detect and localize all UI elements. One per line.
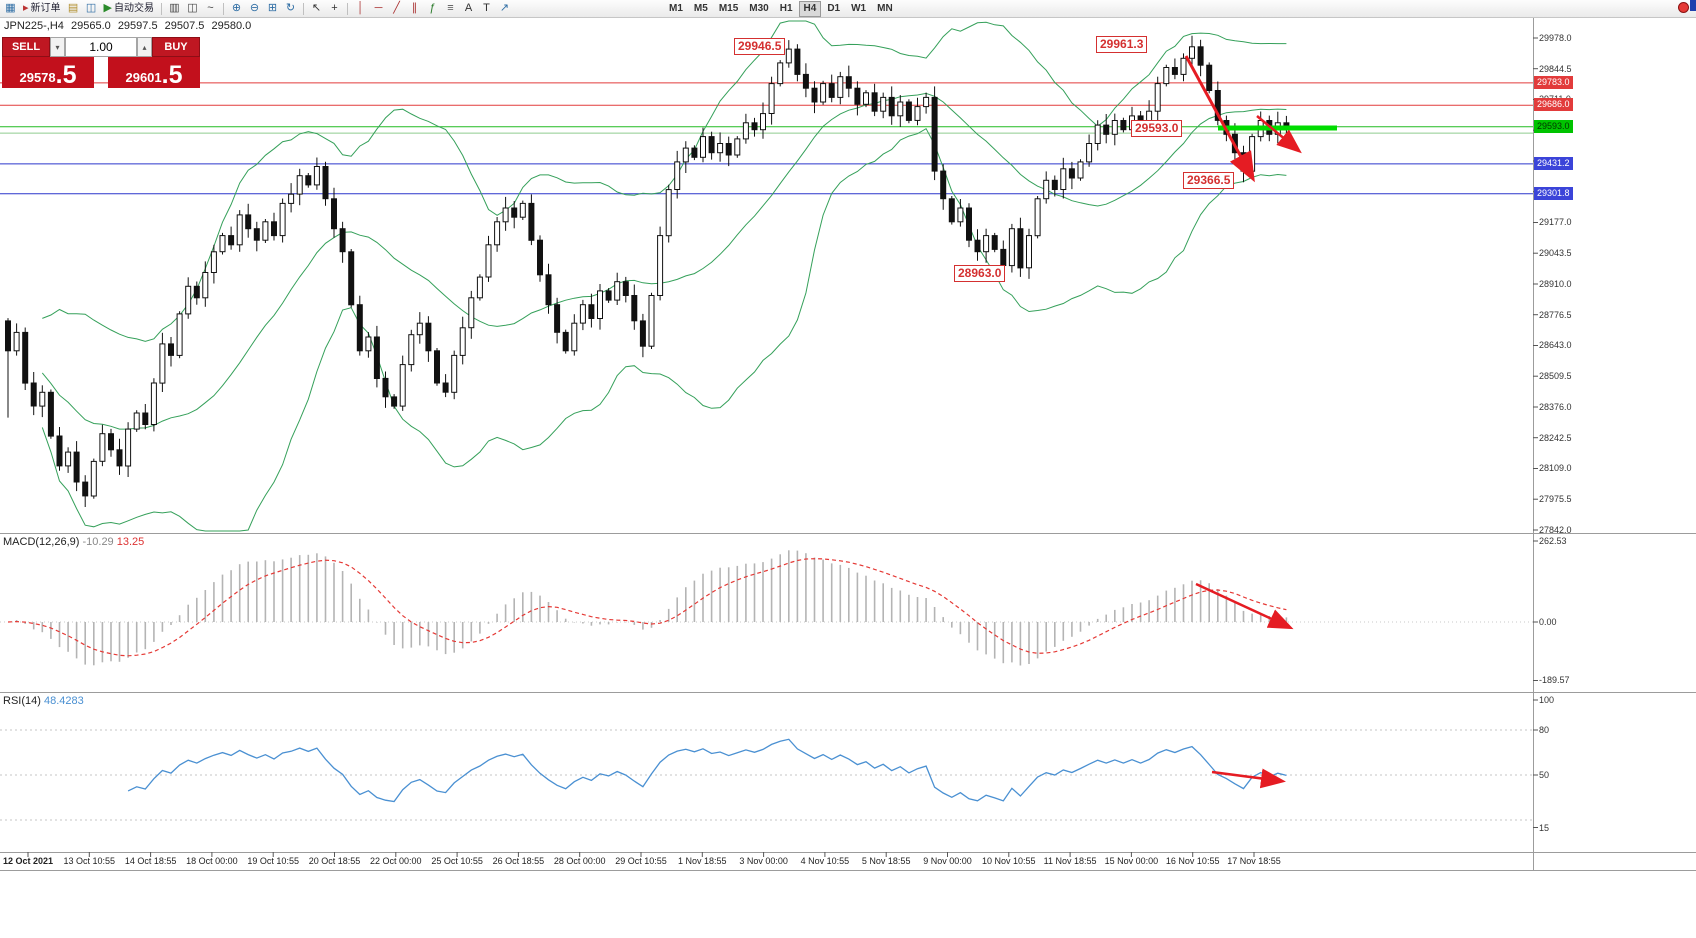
timeframe-button-h1[interactable]: H1 (779, 2, 793, 14)
buy-price-big: .5 (161, 61, 183, 89)
auto-trading-button[interactable]: ▶ 自动交易 (103, 2, 154, 14)
toolbar-separator (223, 2, 224, 15)
axis-ticks (27, 37, 1538, 857)
low-value: 29507.5 (164, 20, 205, 32)
cursor-icon[interactable]: ↖ (311, 2, 322, 14)
arrows-tool-icon[interactable]: ↗ (499, 2, 510, 14)
horizontal-line-icon[interactable]: ─ (374, 2, 383, 14)
indicators-icon[interactable]: ƒ (429, 2, 436, 14)
timeframe-button-h4[interactable]: H4 (798, 0, 822, 17)
vertical-line-icon[interactable]: │ (357, 2, 364, 14)
new-order-button[interactable]: ▸ 新订单 (23, 2, 61, 14)
chart-ohlc-header: JPN225-,H4 29565.0 29597.5 29507.5 29580… (4, 20, 255, 32)
zoom-out-icon[interactable]: ⊖ (249, 2, 260, 14)
rsi-value: 48.4283 (43, 695, 84, 707)
horizontal-level-lines (0, 82, 1533, 195)
timeframe-button-d1[interactable]: D1 (827, 2, 841, 14)
timeframe-button-m1[interactable]: M1 (669, 2, 683, 14)
price-gap (94, 57, 108, 88)
sell-price-main: 29578 (19, 70, 56, 85)
toolbar-separator (347, 2, 348, 15)
annotation-arrows (1184, 55, 1337, 789)
text-label-icon[interactable]: T (483, 2, 490, 14)
timeframe-button-w1[interactable]: W1 (851, 2, 867, 14)
tile-windows-icon[interactable]: ⊞ (267, 2, 278, 14)
symbol-period-label: JPN225-,H4 (4, 20, 64, 32)
candlestick-chart-icon[interactable]: ◫ (187, 2, 198, 14)
toolbar-separator (303, 2, 304, 15)
macd-value-2: 13.25 (116, 536, 145, 548)
volume-input[interactable] (65, 37, 137, 57)
window-corner-blue (1690, 0, 1696, 11)
timeframe-button-m30[interactable]: M30 (749, 2, 769, 14)
new-chart-icon[interactable]: ▦ (5, 2, 16, 14)
timeframe-button-mn[interactable]: MN (877, 2, 893, 14)
timeframe-button-m5[interactable]: M5 (693, 2, 708, 14)
toolbar-separator (161, 2, 162, 15)
toolbar: ▦ ▸ 新订单 ▤ ◫ ▶ 自动交易 ▥ ◫ ~ ⊕ ⊖ ⊞ ↻ ↖ + │ ─ ╱ ∥ ƒ ≡ A T ↗ M1 M5 M15 M30… (0, 0, 1696, 18)
rsi-name: RSI(14) (3, 695, 41, 707)
trendline-icon[interactable]: ╱ (393, 2, 400, 14)
sell-price-big: .5 (55, 61, 77, 89)
macd-name: MACD(12,26,9) (3, 536, 80, 548)
line-chart-icon[interactable]: ~ (207, 2, 214, 14)
timeframe-button-m15[interactable]: M15 (718, 2, 739, 14)
one-click-trading-panel: SELL ▾ ▴ BUY 29578.5 29601.5 (2, 37, 200, 88)
bar-chart-icon[interactable]: ▥ (169, 2, 180, 14)
sell-price[interactable]: 29578.5 (2, 57, 94, 88)
objects-list-icon[interactable]: ≡ (447, 2, 454, 14)
auto-scroll-icon[interactable]: ↻ (285, 2, 296, 14)
bollinger-bands (41, 20, 1287, 532)
zoom-in-icon[interactable]: ⊕ (231, 2, 242, 14)
crosshair-icon[interactable]: + (331, 2, 338, 14)
close-value: 29580.0 (211, 20, 252, 32)
profiles-icon[interactable]: ▤ (67, 2, 79, 14)
candles (5, 35, 1290, 507)
volume-up-button[interactable]: ▴ (137, 37, 152, 57)
window-corner-red-icon[interactable] (1678, 2, 1689, 13)
timeframe-group: M1 M5 M15 M30 H1 H4 D1 W1 MN (664, 0, 898, 17)
text-tool-icon[interactable]: A (464, 2, 473, 14)
buy-price[interactable]: 29601.5 (108, 57, 200, 88)
buy-button[interactable]: BUY (152, 37, 200, 57)
sell-button[interactable]: SELL (2, 37, 50, 57)
volume-down-button[interactable]: ▾ (50, 37, 65, 57)
rsi-label: RSI(14) 48.4283 (3, 695, 84, 707)
rsi-pane (0, 729, 1533, 821)
window-layout-icon[interactable]: ◫ (85, 2, 97, 14)
buy-price-main: 29601 (125, 70, 162, 85)
open-value: 29565.0 (70, 20, 111, 32)
macd-label: MACD(12,26,9) -10.29 13.25 (3, 536, 144, 548)
channel-icon[interactable]: ∥ (411, 2, 418, 14)
pane-separators (0, 17, 1696, 871)
macd-pane (0, 550, 1533, 666)
macd-value-1: -10.29 (82, 536, 114, 548)
high-value: 29597.5 (117, 20, 158, 32)
